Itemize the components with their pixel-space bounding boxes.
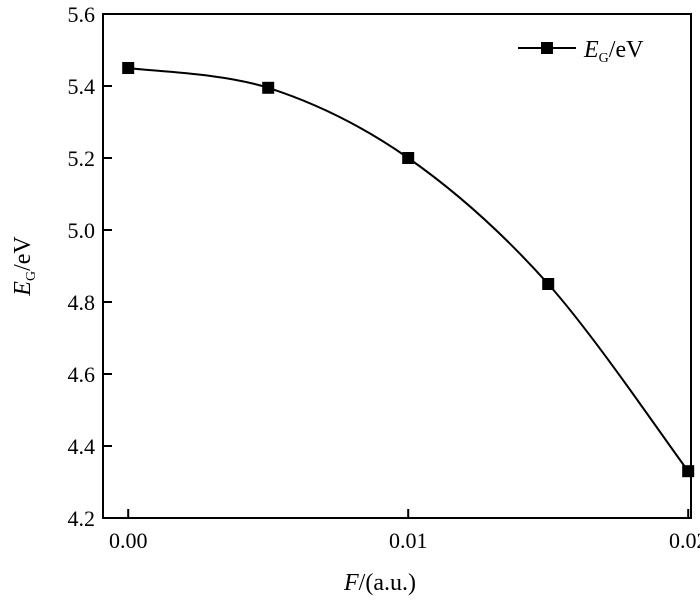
y-tick-label: 5.4 [68, 74, 96, 99]
legend-marker [541, 42, 553, 54]
y-tick-label: 4.8 [68, 290, 96, 315]
x-axis-ticks: 0.00 0.01 0.02 [109, 509, 700, 553]
x-tick-label: 0.01 [389, 528, 428, 553]
y-tick-label: 4.6 [68, 362, 96, 387]
y-axis-ticks: 4.2 4.4 4.6 4.8 5.0 5.2 5.4 5.6 [68, 2, 112, 531]
x-tick-label: 0.02 [669, 528, 700, 553]
legend-label: EG/eV [583, 37, 644, 66]
series-line [128, 67, 690, 472]
data-point [262, 81, 275, 94]
y-tick-label: 5.0 [68, 218, 96, 243]
y-axis-title: EG/eV [10, 236, 39, 297]
y-tick-label: 5.6 [68, 2, 96, 27]
y-tick-label: 4.4 [68, 434, 96, 459]
plot-frame [102, 13, 692, 519]
data-point [542, 278, 555, 290]
x-axis-title: F/(a.u.) [343, 570, 416, 596]
y-tick-label: 5.2 [68, 146, 96, 171]
data-point [122, 62, 135, 74]
series-markers [122, 62, 695, 478]
y-tick-label: 4.2 [68, 506, 96, 531]
data-point [402, 152, 415, 164]
legend: EG/eV [518, 37, 644, 66]
x-tick-label: 0.00 [109, 528, 148, 553]
data-point [682, 465, 695, 478]
